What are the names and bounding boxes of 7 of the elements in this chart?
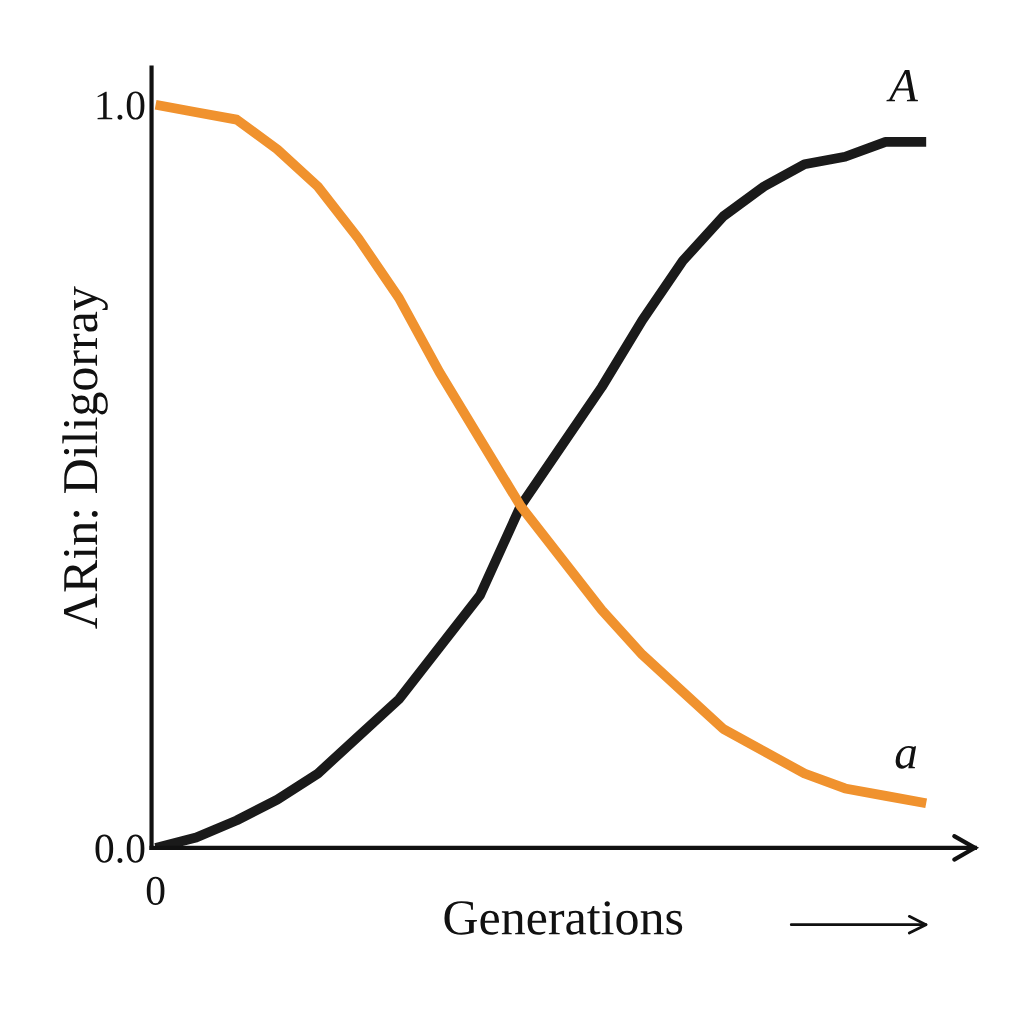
x-tick-label: 0 [146, 876, 165, 905]
x-axis-title: Generations [444, 901, 683, 935]
series-label: a [895, 746, 917, 769]
y-axis-title: ΛRin: Diligorray [62, 286, 108, 629]
y-tick-label: 0.0 [95, 834, 145, 863]
y-tick-label: 1.0 [97, 91, 145, 120]
series-label: A [886, 70, 919, 102]
